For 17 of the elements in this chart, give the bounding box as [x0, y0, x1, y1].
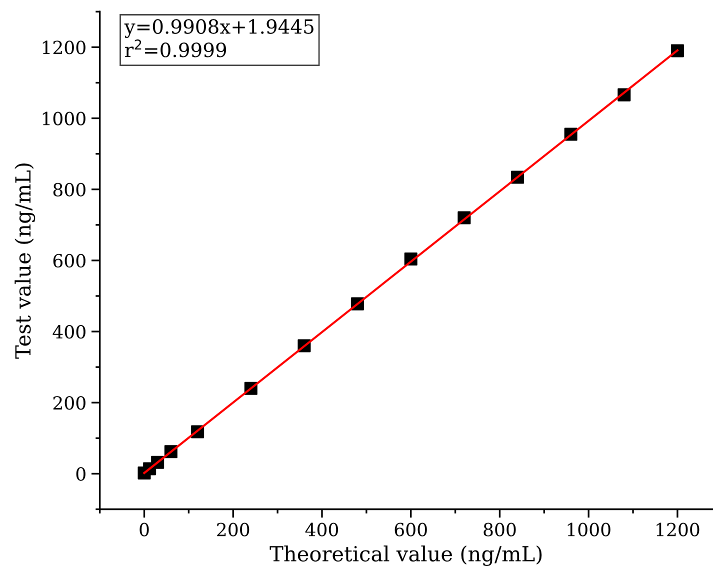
y-tick-label: 400: [52, 324, 86, 339]
y-tick-label: 600: [53, 254, 86, 268]
y-tick-label: 0: [76, 467, 86, 481]
x-tick-label: 1000: [568, 522, 610, 536]
x-tick-label: 800: [484, 522, 516, 536]
x-axis-title: Theoretical value (ng/mL): [270, 545, 542, 566]
x-tick-label: 600: [394, 522, 427, 536]
y-tick-label: 800: [53, 182, 86, 196]
y-tick-label: 200: [53, 396, 86, 410]
x-tick-label: 0: [140, 522, 149, 536]
x-tick-label: 400: [305, 522, 338, 536]
y-tick-label: 1200: [42, 40, 86, 54]
x-tick-label: 200: [217, 522, 250, 536]
y-axis-title: Test value (ng/mL): [14, 164, 36, 359]
y-tick-label: 1000: [42, 112, 86, 126]
x-tick-label: 1200: [656, 522, 700, 536]
annotation: y=0.9908x+1.9445 r$^{2}$=0.9999: [124, 19, 314, 58]
